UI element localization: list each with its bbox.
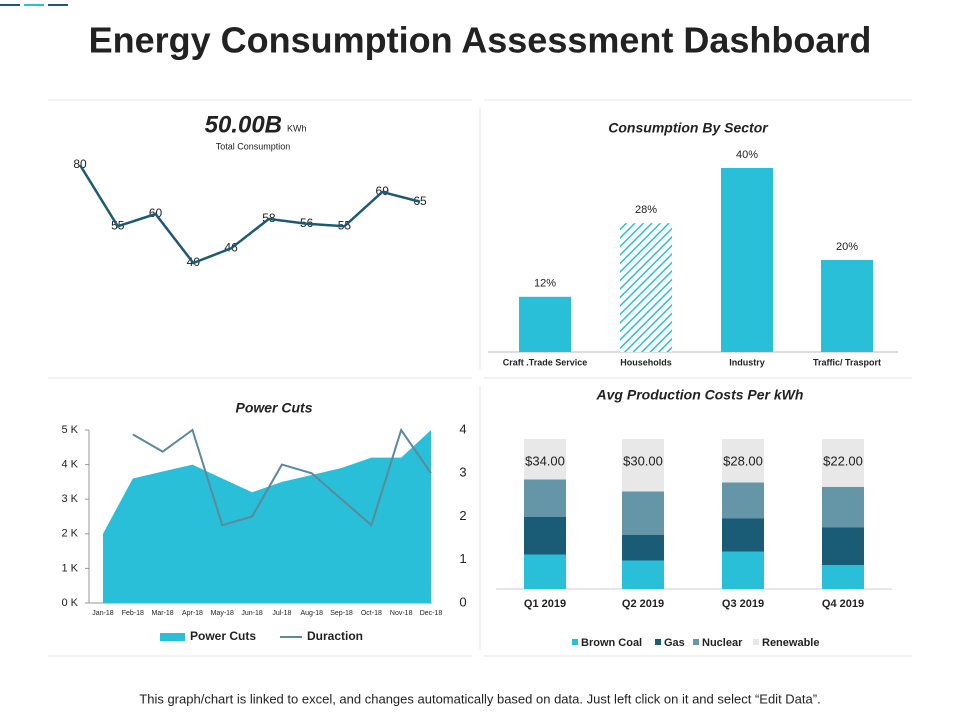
legend-label: Power Cuts bbox=[190, 629, 256, 643]
total-label: $30.00 bbox=[623, 453, 663, 468]
x-tick-label: Apr-18 bbox=[182, 610, 203, 617]
legend-swatch bbox=[693, 639, 699, 645]
bar-segment bbox=[722, 551, 764, 589]
y-tick-label: 2 K bbox=[61, 528, 78, 540]
legend-label: Duraction bbox=[307, 629, 363, 643]
data-label: 28% bbox=[635, 204, 657, 216]
kpi-subtitle: Total Consumption bbox=[216, 141, 291, 151]
chart-title: Avg Production Costs Per kWh bbox=[596, 387, 804, 403]
bar-segment bbox=[622, 535, 664, 561]
footer-note: This graph/chart is linked to excel, and… bbox=[139, 691, 820, 706]
x-tick-label: Sep-18 bbox=[330, 610, 353, 617]
kpi-unit: KWh bbox=[287, 123, 307, 133]
y-tick-label: 0 K bbox=[61, 597, 78, 609]
total-label: $34.00 bbox=[525, 453, 565, 468]
x-tick-label: Q2 2019 bbox=[622, 598, 664, 610]
bar-segment bbox=[524, 517, 566, 555]
legend-label: Nuclear bbox=[702, 637, 743, 649]
bar-segment bbox=[722, 518, 764, 552]
bar-segment bbox=[822, 565, 864, 589]
bar-segment bbox=[722, 482, 764, 519]
bar-segment bbox=[722, 439, 764, 483]
x-tick-label: Nov-18 bbox=[390, 610, 413, 617]
kpi-value: 50.00B bbox=[205, 111, 282, 138]
page-title: Energy Consumption Assessment Dashboard bbox=[89, 20, 872, 61]
x-tick-label: Traffic/ Trasport bbox=[813, 357, 881, 367]
bar-segment bbox=[524, 439, 566, 480]
x-tick-label: Craft .Trade Service bbox=[503, 357, 588, 367]
x-tick-label: Q4 2019 bbox=[822, 598, 864, 610]
legend-label: Gas bbox=[664, 637, 685, 649]
bar bbox=[519, 296, 571, 352]
legend-label: Renewable bbox=[762, 637, 819, 649]
x-tick-label: Households bbox=[620, 357, 672, 367]
line-series bbox=[78, 164, 421, 265]
legend-swatch bbox=[753, 639, 759, 645]
line-series bbox=[132, 427, 432, 527]
legend-swatch bbox=[572, 639, 578, 645]
data-label: 12% bbox=[534, 278, 556, 290]
x-tick-label: Aug-18 bbox=[300, 610, 323, 617]
x-tick-label: Industry bbox=[729, 357, 765, 367]
y-tick-label: 3 K bbox=[61, 493, 78, 505]
bar-segment bbox=[822, 527, 864, 565]
legend-label: Brown Coal bbox=[581, 637, 642, 649]
y2-tick-label: 4 bbox=[459, 421, 466, 436]
y2-tick-label: 2 bbox=[459, 508, 466, 523]
data-label: 20% bbox=[836, 241, 858, 253]
bar bbox=[821, 260, 873, 352]
bar-segment bbox=[822, 439, 864, 487]
bar bbox=[721, 168, 773, 352]
x-tick-label: Q1 2019 bbox=[524, 598, 566, 610]
legend-swatch bbox=[655, 639, 661, 645]
data-label: 40% bbox=[736, 149, 758, 161]
bar-segment bbox=[822, 487, 864, 528]
x-tick-label: May-18 bbox=[211, 610, 234, 617]
panel-borders bbox=[48, 99, 912, 657]
y2-tick-label: 3 bbox=[459, 465, 466, 480]
x-tick-label: Feb-18 bbox=[122, 610, 144, 617]
x-tick-label: Mar-18 bbox=[152, 610, 174, 617]
y-tick-label: 5 K bbox=[61, 424, 78, 436]
total-label: $28.00 bbox=[723, 453, 763, 468]
x-tick-label: Oct-18 bbox=[361, 610, 382, 617]
y-tick-label: 1 K bbox=[61, 562, 78, 574]
data-label: 80 bbox=[73, 157, 87, 171]
x-tick-label: Jul-18 bbox=[272, 610, 291, 617]
bar-segment bbox=[622, 491, 664, 535]
bar-segment bbox=[622, 439, 664, 492]
x-tick-label: Q3 2019 bbox=[722, 598, 764, 610]
total-label: $22.00 bbox=[823, 453, 863, 468]
x-tick-label: Jun-18 bbox=[241, 610, 263, 617]
legend-swatch bbox=[160, 633, 185, 641]
y2-tick-label: 1 bbox=[459, 551, 466, 566]
x-tick-label: Dec-18 bbox=[420, 610, 443, 617]
y2-tick-label: 0 bbox=[459, 594, 466, 609]
bar-segment bbox=[524, 554, 566, 589]
area-series bbox=[103, 430, 431, 603]
x-tick-label: Jan-18 bbox=[92, 610, 114, 617]
chart-title: Power Cuts bbox=[235, 400, 312, 416]
bar-segment bbox=[524, 479, 566, 517]
bar-segment bbox=[622, 560, 664, 589]
bar bbox=[620, 223, 672, 352]
chart-title: Consumption By Sector bbox=[608, 120, 769, 136]
y-tick-label: 4 K bbox=[61, 459, 78, 471]
